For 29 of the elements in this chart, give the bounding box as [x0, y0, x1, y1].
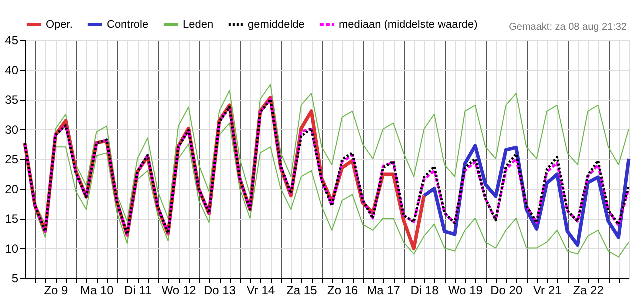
- x-tick-label: Wo 12: [162, 284, 197, 298]
- y-tick-label: 15: [5, 212, 19, 226]
- y-tick-label: 25: [5, 152, 19, 166]
- x-tick-label: Do 13: [204, 284, 236, 298]
- x-tick-label: Wo 19: [448, 284, 484, 298]
- x-tick-label: Ma 17: [367, 284, 401, 298]
- x-tick-label: Zo 16: [328, 284, 359, 298]
- legend-label: Leden: [183, 19, 214, 31]
- x-tick-label: Di 11: [124, 284, 152, 298]
- y-tick-label: 20: [5, 182, 19, 196]
- y-tick-label: 35: [5, 93, 19, 107]
- y-tick-label: 30: [5, 122, 19, 137]
- x-tick-label: Vr 14: [246, 284, 276, 298]
- y-tick-label: 5: [12, 272, 19, 286]
- legend-label: Controle: [107, 19, 149, 31]
- legend-label: Oper.: [46, 19, 73, 31]
- legend-label: gemiddelde: [248, 19, 305, 31]
- x-tick-label: Za 22: [573, 284, 604, 298]
- y-tick-label: 10: [5, 242, 19, 256]
- x-tick-label: Di 18: [410, 284, 440, 298]
- x-tick-label: Za 15: [286, 284, 318, 298]
- x-tick-label: Do 20: [490, 284, 523, 298]
- x-tick-label: Vr 21: [533, 284, 562, 298]
- x-tick-label: Zo 9: [44, 284, 69, 298]
- y-tick-label: 45: [5, 34, 19, 48]
- text: Gemaakt: za 08 aug 21:32: [509, 22, 628, 33]
- y-tick-label: 40: [5, 63, 19, 78]
- legend-label: mediaan (middelste waarde): [339, 19, 478, 31]
- x-tick-label: Ma 10: [80, 284, 114, 298]
